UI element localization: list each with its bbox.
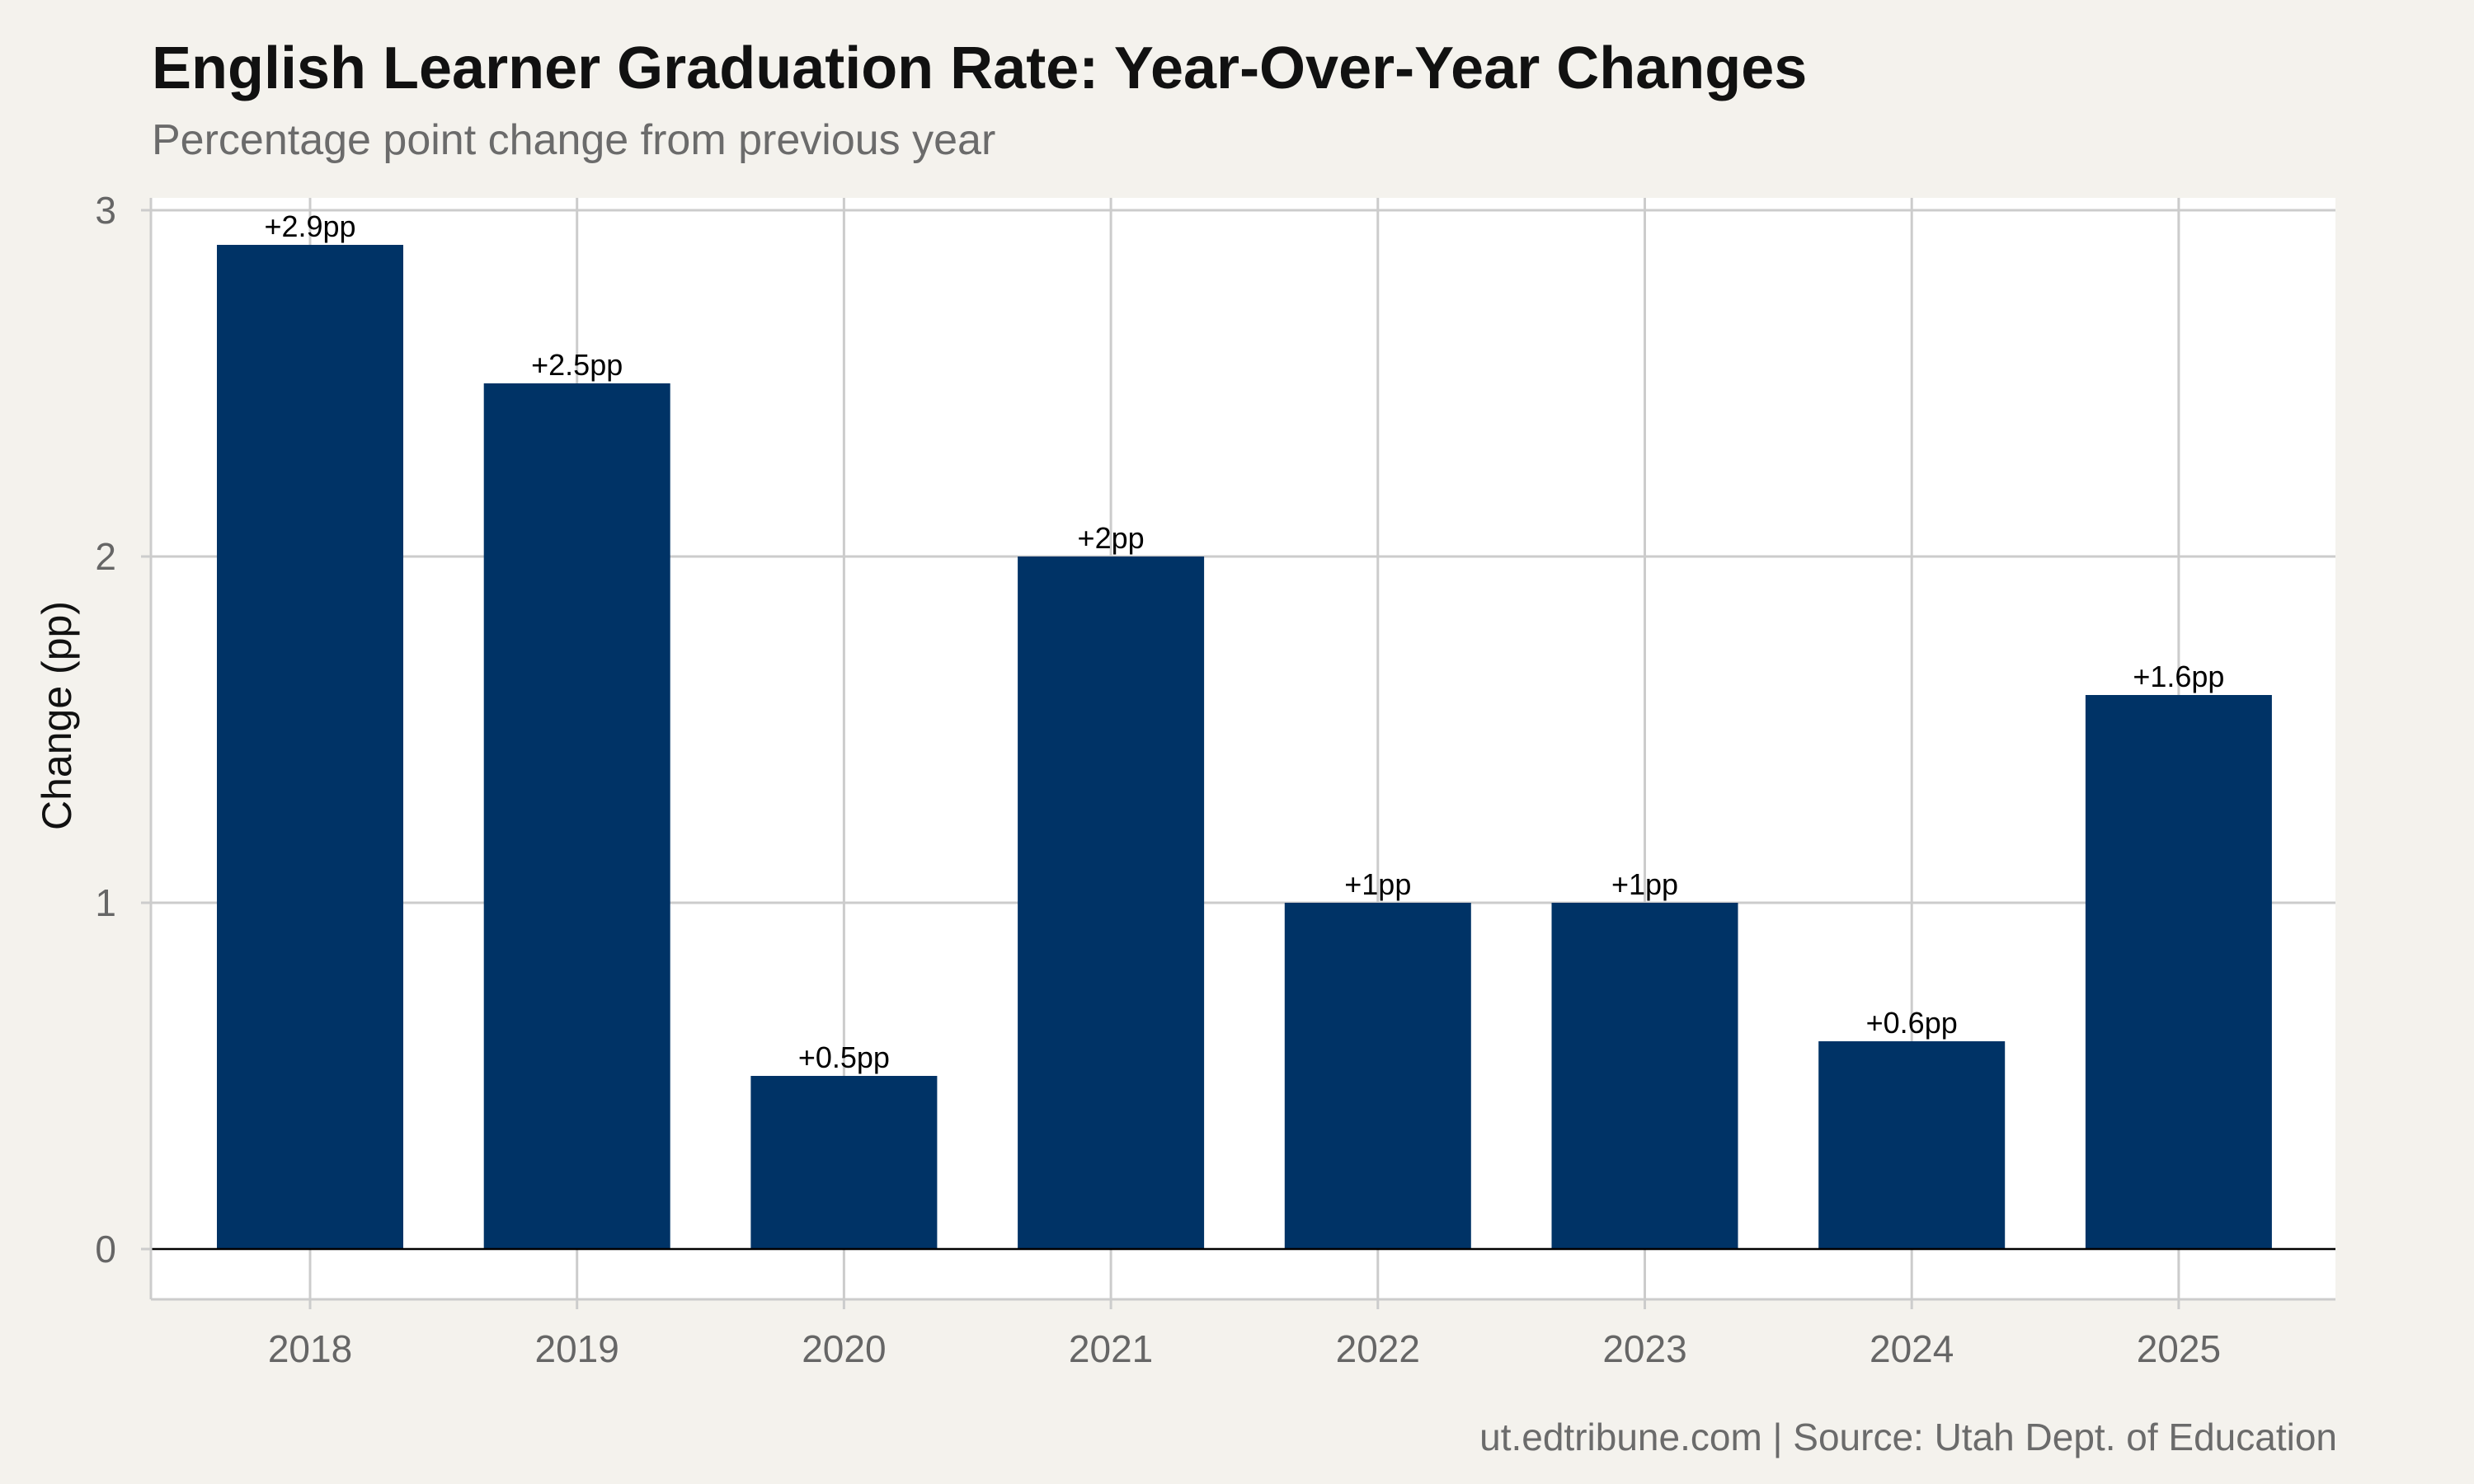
- data-label-2024: +0.6pp: [1866, 1006, 1958, 1040]
- y-tick-label: 3: [95, 189, 116, 232]
- bar-2019: [483, 383, 670, 1249]
- data-label-2022: +1pp: [1344, 867, 1411, 901]
- bars: [217, 245, 2272, 1249]
- data-label-2023: +1pp: [1611, 867, 1678, 901]
- chart-title: English Learner Graduation Rate: Year-Ov…: [152, 35, 1808, 101]
- chart-subtitle: Percentage point change from previous ye…: [152, 116, 996, 164]
- x-tick-label-2018: 2018: [268, 1327, 352, 1370]
- y-axis-label: Change (pp): [34, 601, 80, 830]
- bar-2025: [2085, 695, 2272, 1249]
- data-label-2021: +2pp: [1078, 521, 1145, 555]
- bar-2018: [217, 245, 403, 1249]
- x-tick-label-2024: 2024: [1870, 1327, 1954, 1370]
- chart-caption: ut.edtribune.com | Source: Utah Dept. of…: [1479, 1416, 2337, 1458]
- bar-2022: [1284, 903, 1471, 1249]
- y-tick-label: 0: [95, 1228, 116, 1270]
- data-label-2018: +2.9pp: [264, 209, 355, 243]
- x-tick-label-2019: 2019: [535, 1327, 619, 1370]
- x-tick-label-2020: 2020: [802, 1327, 886, 1370]
- data-label-2019: +2.5pp: [531, 348, 623, 382]
- x-tick-label-2022: 2022: [1336, 1327, 1420, 1370]
- axes: 0 1 2 3 2018 2019 2020 2021 2022 2023 2024 2025: [95, 189, 2335, 1370]
- x-tick-label-2021: 2021: [1069, 1327, 1153, 1370]
- data-labels: +2.9pp +2.5pp +0.5pp +2pp +1pp +1pp +0.6pp +1.6…: [264, 209, 2224, 1074]
- data-label-2025: +1.6pp: [2133, 660, 2224, 693]
- bar-2021: [1018, 556, 1205, 1249]
- bar-2020: [750, 1076, 938, 1249]
- x-tick-label-2023: 2023: [1602, 1327, 1686, 1370]
- y-tick-label: 1: [95, 881, 116, 924]
- plot-panel: [151, 198, 2335, 1299]
- bar-2024: [1818, 1041, 2006, 1249]
- y-tick-label: 2: [95, 535, 116, 578]
- bar-2023: [1551, 903, 1738, 1249]
- data-label-2020: +0.5pp: [798, 1040, 890, 1074]
- x-tick-label-2025: 2025: [2137, 1327, 2221, 1370]
